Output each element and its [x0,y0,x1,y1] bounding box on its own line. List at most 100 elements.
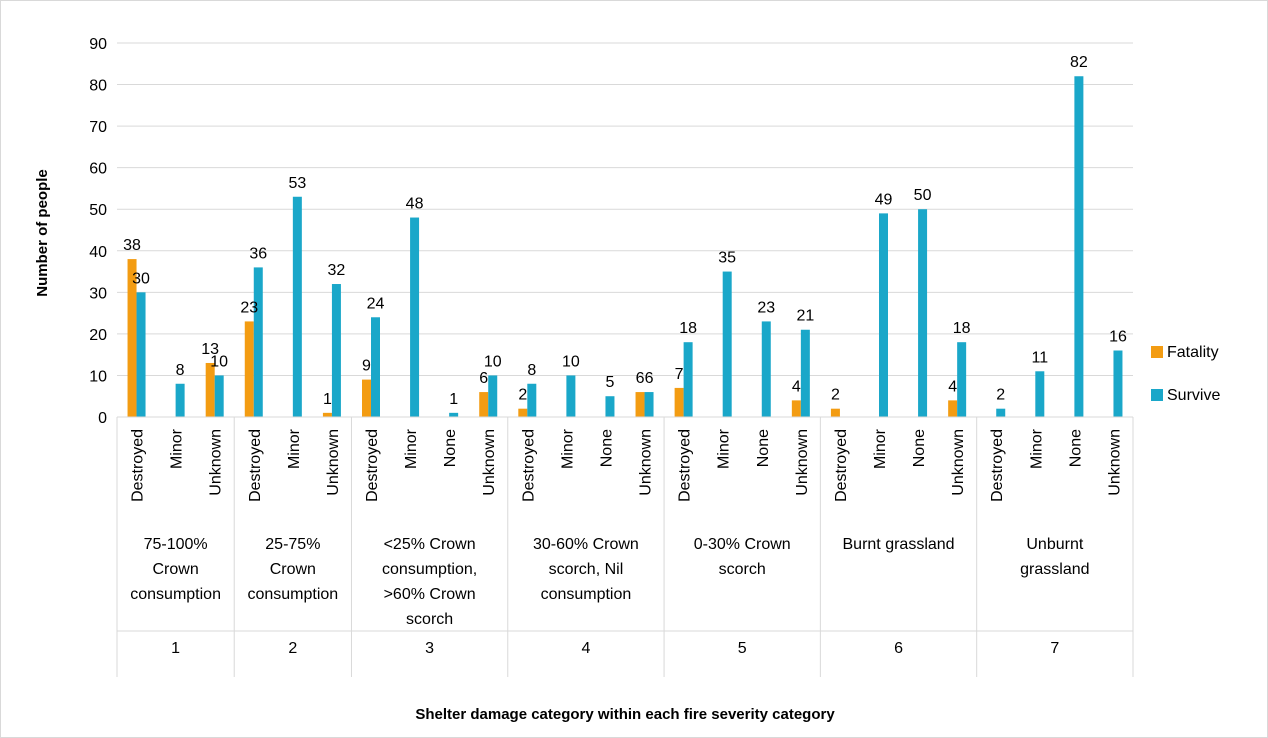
bar-survive [449,412,459,417]
bars [127,76,1123,417]
bar-survive [410,217,420,417]
data-label-survive: 49 [875,191,893,208]
x-category-label: None [442,429,459,467]
x-group-number: 7 [1050,640,1059,657]
x-category-label: Unknown [481,429,498,496]
y-tick-label: 60 [89,161,107,178]
data-label-fatality: 1 [323,391,332,408]
y-tick-label: 20 [89,327,107,344]
legend-label-survive: Survive [1167,387,1220,404]
data-label-survive: 8 [527,362,536,379]
x-category-label: Minor [169,428,186,469]
bar-survive [1074,76,1084,417]
x-category-label: Destroyed [364,429,381,502]
legend-swatch-survive [1151,389,1163,401]
bar-fatality [205,362,215,417]
bar-survive [957,342,967,417]
bar-fatality [127,259,137,417]
x-category-label: Unknown [638,429,655,496]
x-category-label: Minor [872,428,889,469]
bar-survive [253,267,263,417]
bar-fatality [362,379,371,417]
x-group-label: 30-60% Crown [533,536,639,553]
x-group-label: consumption, [382,561,477,578]
bar-survive [722,271,732,417]
x-category-label: Destroyed [130,429,147,502]
data-label-fatality: 38 [123,237,141,254]
x-group-number: 1 [171,640,180,657]
bar-survive [136,292,146,417]
x-category-label: Minor [403,428,420,469]
bar-fatality [479,392,489,417]
data-label-survive: 30 [132,270,150,287]
data-label-fatality: 6 [479,370,488,387]
y-tick-label: 90 [89,36,107,53]
bar-survive [605,396,615,417]
x-group-label: consumption [130,586,221,603]
x-category-label: Minor [286,428,303,469]
y-tick-label: 0 [98,410,107,427]
y-tick-label: 70 [89,119,107,136]
data-label-fatality: 4 [792,378,801,395]
bar-fatality [244,321,254,417]
data-label-survive: 10 [210,353,228,370]
data-label-survive: 32 [328,262,346,279]
x-group-label: scorch, Nil [549,561,624,578]
x-category-label: Destroyed [247,429,264,502]
data-label-survive: 53 [288,175,306,192]
x-group-label: 75-100% [144,536,208,553]
data-label-survive: 2 [996,387,1005,404]
data-label-fatality: 4 [948,378,957,395]
x-group-label: scorch [406,611,453,628]
data-label-fatality: 9 [362,358,371,375]
x-category-label: Destroyed [833,429,850,502]
bar-fatality [322,412,332,417]
legend-label-fatality: Fatality [1167,344,1219,361]
bar-fatality [674,387,684,417]
bar-survive [918,209,928,417]
data-label-fatality: 23 [240,299,258,316]
y-axis: 0 10 20 30 40 50 60 70 80 90 [89,36,107,427]
x-category-label: Unknown [950,429,967,496]
data-label-survive: 8 [176,362,185,379]
x-group-label: 25-75% [265,536,320,553]
data-label-survive: 23 [757,299,775,316]
bar-survive [761,321,771,417]
x-group-label: grassland [1020,561,1089,578]
bar-fatality [791,400,801,417]
x-group-label: consumption [247,586,338,603]
bar-survive [996,408,1006,417]
y-tick-label: 10 [89,368,107,385]
x-category-label: None [1067,429,1084,467]
y-tick-label: 40 [89,244,107,261]
x-category-label: Unknown [794,429,811,496]
x-group-label: >60% Crown [384,586,476,603]
x-group-number: 5 [738,640,747,657]
gridlines [117,42,1133,418]
x-category-label: Minor [1028,428,1045,469]
data-label-survive: 18 [953,320,971,337]
bar-survive [331,284,341,417]
data-label-fatality: 13 [201,341,219,358]
data-label-survive: 10 [562,353,580,370]
data-label-survive: 16 [1109,329,1127,346]
data-label-fatality: 2 [831,387,840,404]
legend: Fatality Survive [1151,344,1220,404]
x-group-number: 4 [581,640,590,657]
bar-fatality [948,400,958,417]
bar-survive [1035,371,1045,417]
x-group-label: <25% Crown [384,536,476,553]
bar-survive [644,392,654,417]
y-tick-label: 80 [89,78,107,95]
bar-survive [800,329,810,417]
x-category-label: Unknown [1106,429,1123,496]
x-group-label: 0-30% Crown [694,536,791,553]
bar-survive [683,342,693,417]
x-group-label: Burnt grassland [843,536,955,553]
bar-survive [371,317,380,417]
y-tick-label: 30 [89,285,107,302]
x-category-label: Minor [716,428,733,469]
x-category-label: Minor [559,428,576,469]
